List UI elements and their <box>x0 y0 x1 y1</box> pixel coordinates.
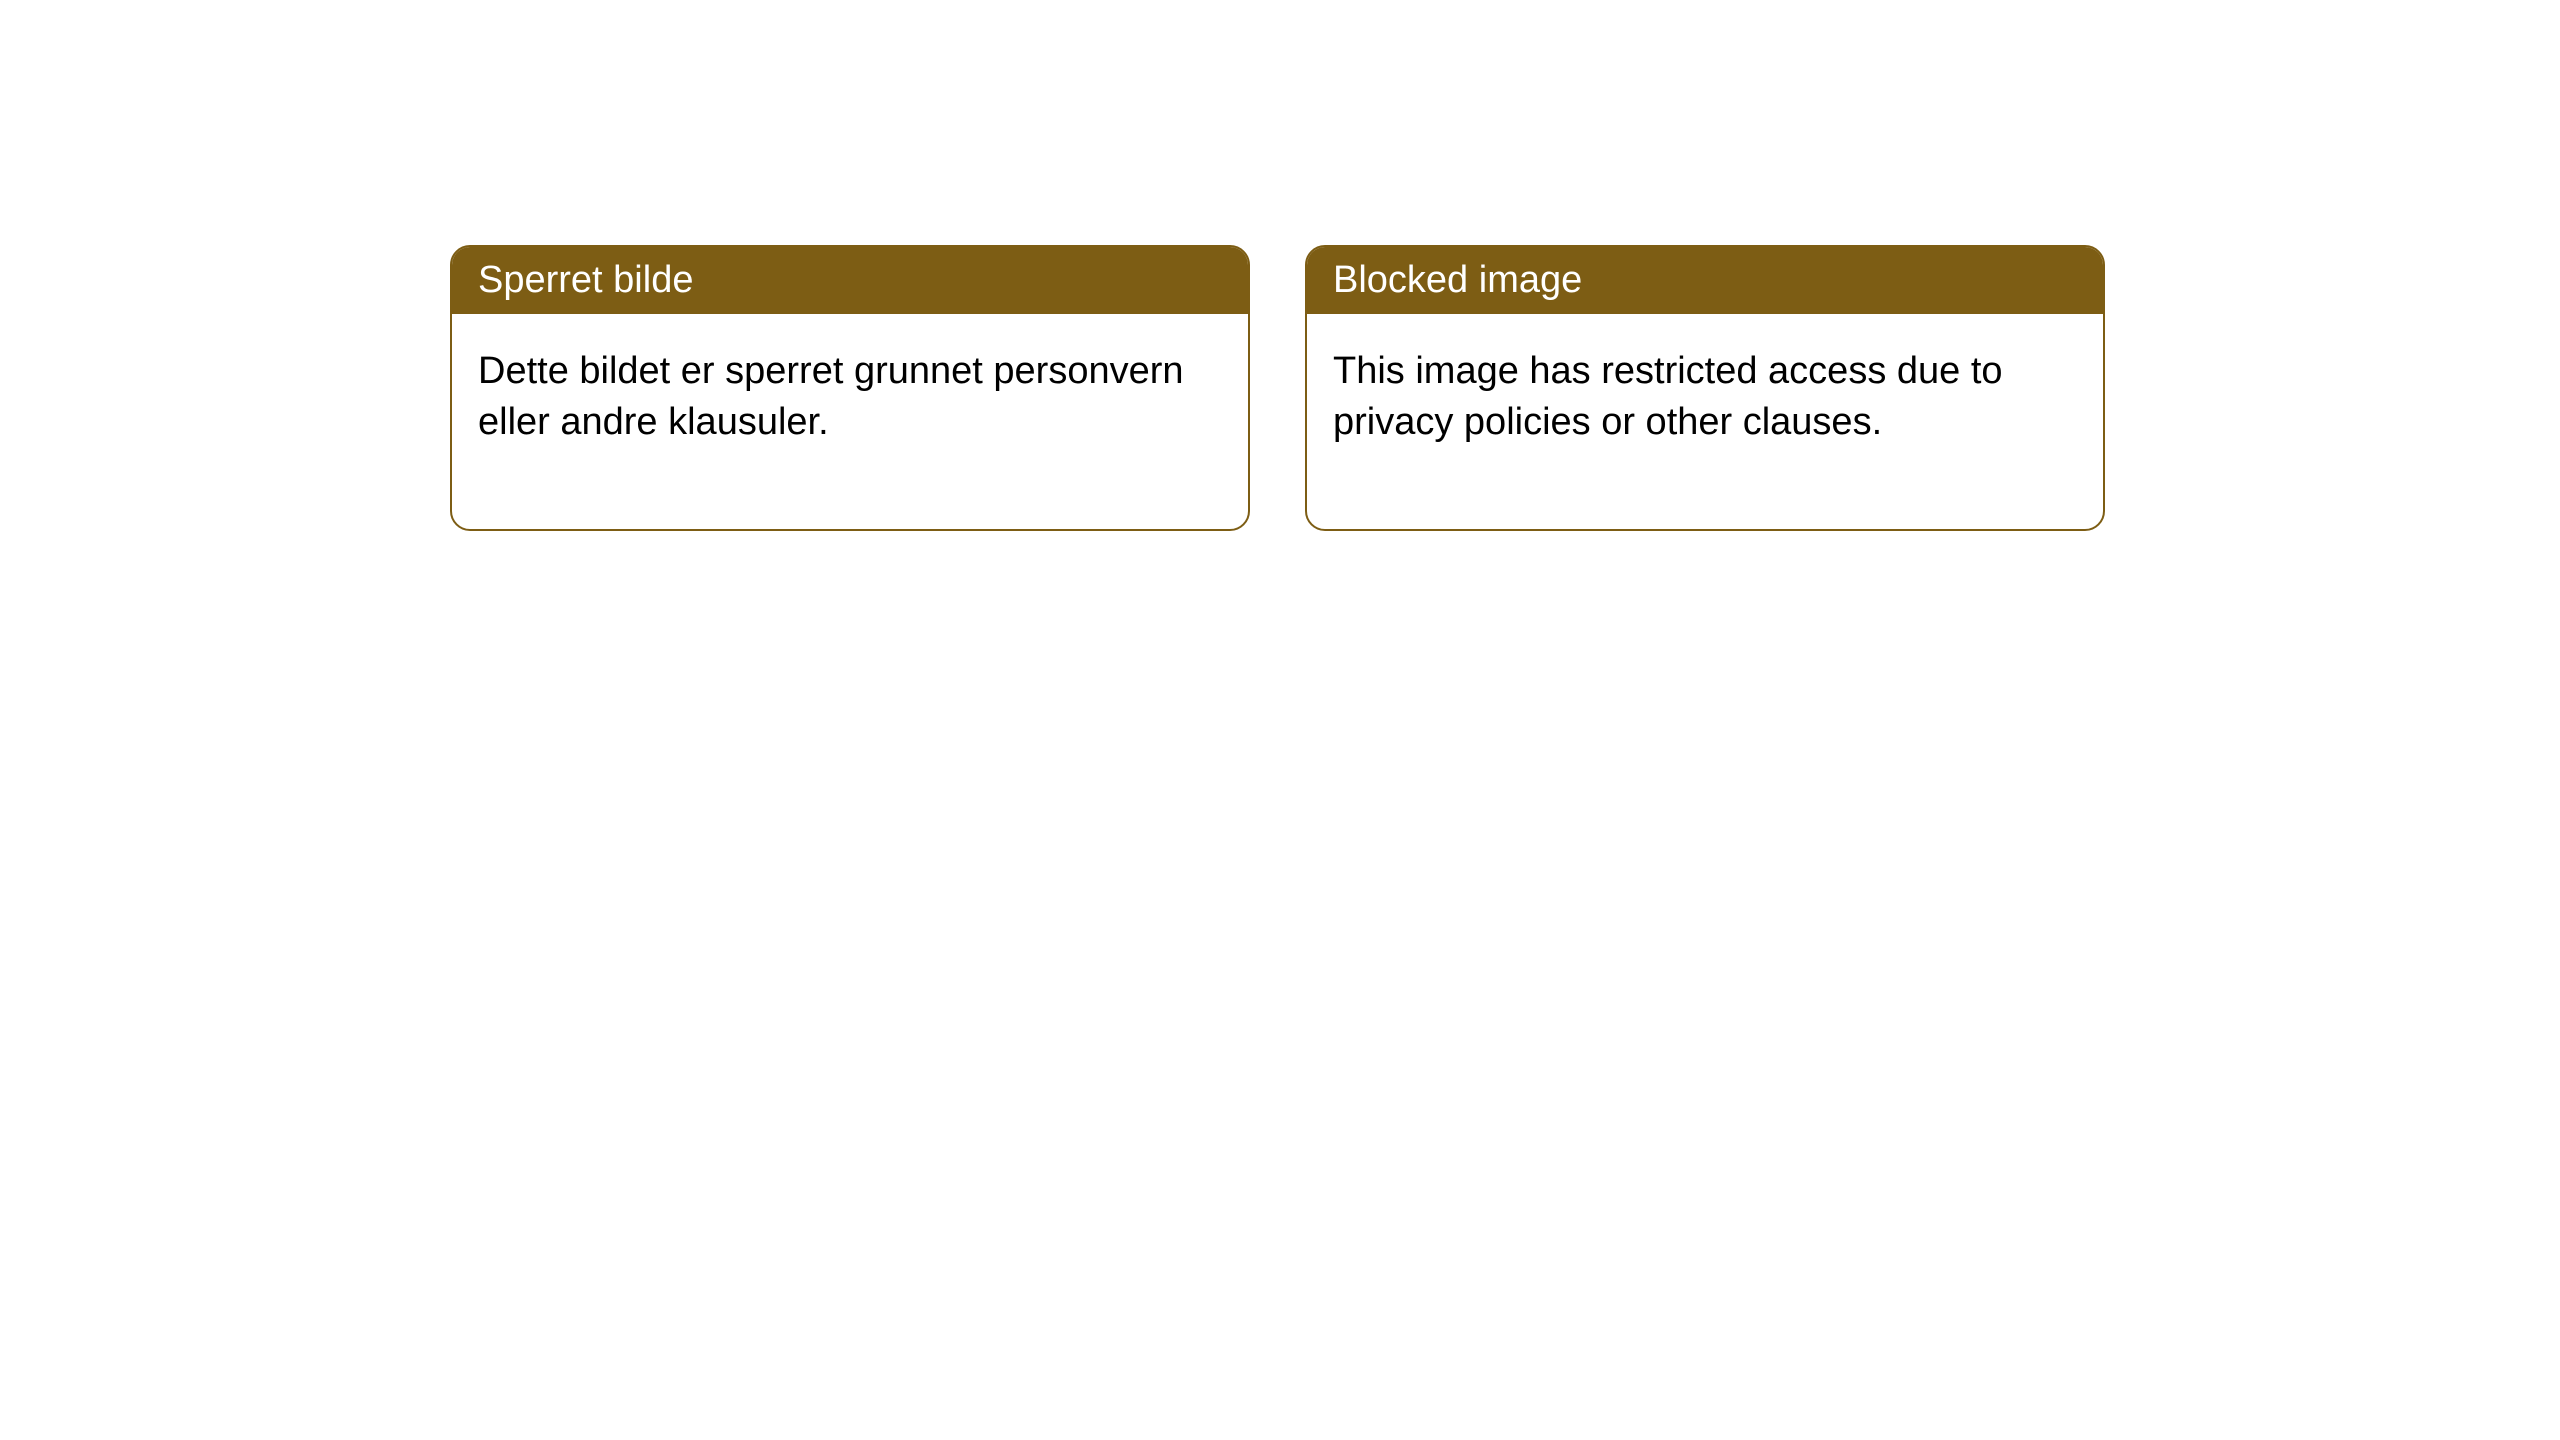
notice-card-norwegian: Sperret bilde Dette bildet er sperret gr… <box>450 245 1250 531</box>
notice-container: Sperret bilde Dette bildet er sperret gr… <box>0 0 2560 531</box>
card-header-norwegian: Sperret bilde <box>452 247 1248 314</box>
notice-card-english: Blocked image This image has restricted … <box>1305 245 2105 531</box>
card-body-norwegian: Dette bildet er sperret grunnet personve… <box>452 314 1248 529</box>
card-body-english: This image has restricted access due to … <box>1307 314 2103 529</box>
card-header-english: Blocked image <box>1307 247 2103 314</box>
